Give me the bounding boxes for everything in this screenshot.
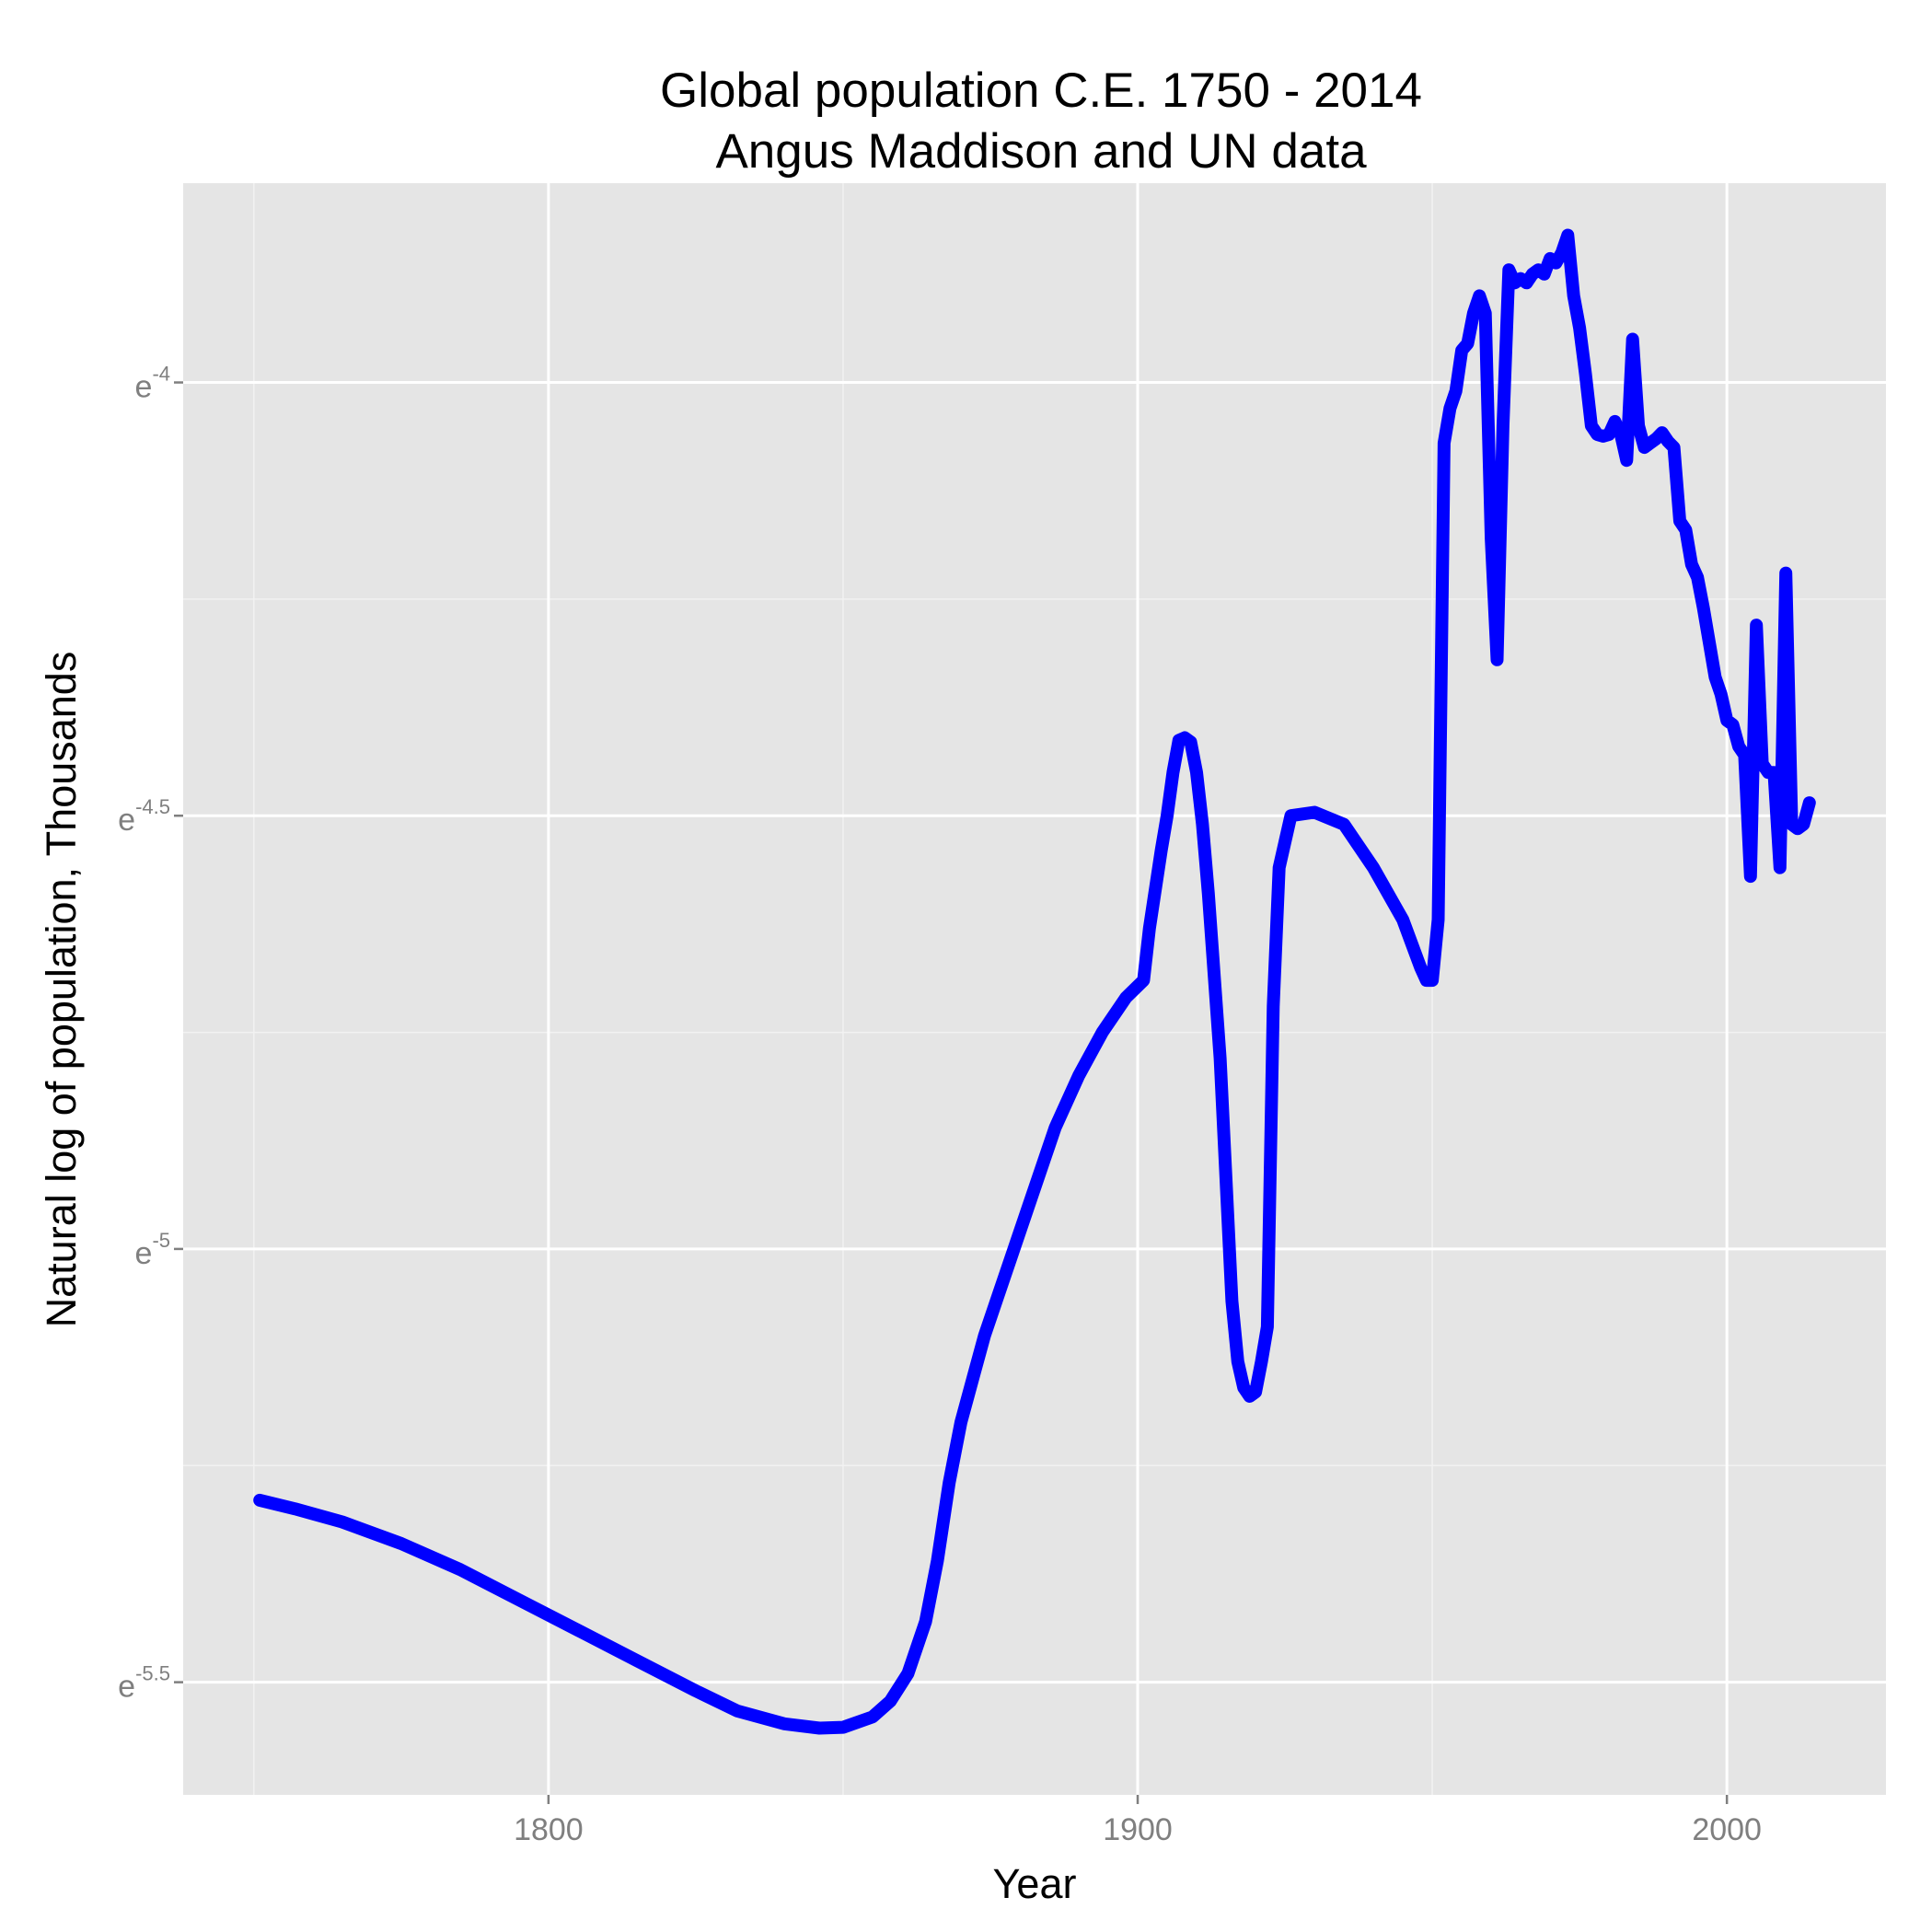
x-axis-tick-labels: 1800 1900 2000 [514,1812,1762,1847]
population-line [253,228,1816,1735]
axis-ticks [174,381,1729,1804]
plot-panel [183,183,1886,1795]
y-tick-label: e-4.5 [118,795,170,838]
x-tick-label: 1900 [1103,1812,1173,1847]
y-tick-label: e-4 [135,363,170,405]
chart-title-line-1: Global population C.E. 1750 - 2014 [660,64,1422,118]
x-axis-title: Year [993,1860,1077,1907]
chart-title-line-2: Angus Maddison and UN data [715,124,1367,179]
y-axis-title: Natural log of population, Thousands [38,652,85,1328]
x-tick-label: 2000 [1692,1812,1762,1847]
y-tick-label: e-5.5 [118,1662,170,1705]
y-axis-tick-labels: e-5.5 e-5 e-4.5 e-4 [118,363,170,1705]
minor-grid [183,183,1886,1795]
y-tick-label: e-5 [135,1229,170,1271]
major-grid [183,183,1886,1795]
x-tick-label: 1800 [514,1812,584,1847]
